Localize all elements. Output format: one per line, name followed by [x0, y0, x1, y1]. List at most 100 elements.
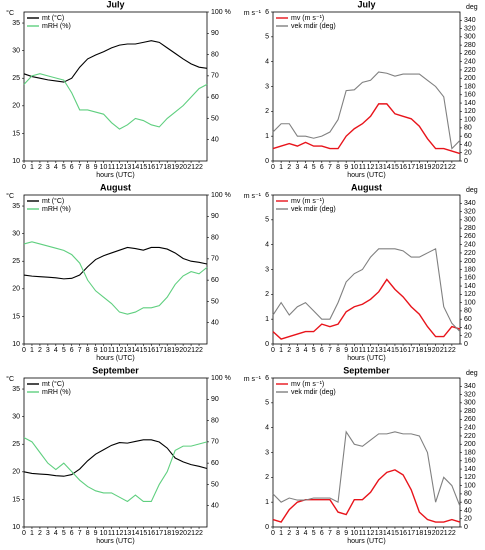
y2-axis-label: deg	[466, 187, 478, 194]
y2-tick-label: 80	[211, 234, 219, 241]
y2-tick-label: 340	[464, 17, 476, 24]
x-tick-label: 2	[287, 164, 291, 171]
x-axis-label: hours (UTC)	[347, 172, 386, 179]
x-tick-label: 0	[22, 530, 26, 537]
y-tick-label: 35	[12, 386, 20, 393]
x-tick-label: 7	[78, 164, 82, 171]
x-tick-label: 17	[407, 530, 415, 537]
x-tick-label: 19	[424, 530, 432, 537]
x-tick-label: 22	[448, 164, 456, 171]
x-tick-label: 2	[287, 347, 291, 354]
y2-tick-label: 60	[464, 499, 472, 506]
y2-tick-label: 40	[211, 320, 219, 327]
x-tick-label: 1	[279, 164, 283, 171]
x-tick-label: 5	[62, 530, 66, 537]
x-tick-label: 22	[195, 164, 203, 171]
x-tick-label: 9	[94, 164, 98, 171]
legend-label: mv (m s⁻¹)	[291, 381, 324, 388]
x-tick-label: 4	[54, 347, 58, 354]
series-line	[272, 247, 461, 332]
x-tick-label: 6	[70, 164, 74, 171]
y-tick-label: 20	[12, 469, 20, 476]
x-tick-label: 19	[424, 164, 432, 171]
x-tick-label: 2	[38, 164, 42, 171]
y-tick-label: 10	[12, 341, 20, 348]
x-tick-label: 13	[124, 164, 132, 171]
y2-tick-label: 220	[464, 250, 476, 257]
x-axis-label: hours (UTC)	[96, 538, 135, 545]
y2-tick-label: 40	[464, 507, 472, 514]
y2-tick-label: 70	[211, 73, 219, 80]
y2-tick-label: 0	[464, 158, 468, 165]
series-line	[23, 246, 208, 280]
x-tick-label: 15	[139, 347, 147, 354]
x-axis-label: hours (UTC)	[347, 538, 386, 545]
x-tick-label: 20	[179, 530, 187, 537]
x-tick-label: 1	[279, 530, 283, 537]
y2-tick-label: 50	[211, 481, 219, 488]
x-tick-label: 1	[30, 530, 34, 537]
y2-tick-label: 220	[464, 67, 476, 74]
x-tick-label: 13	[375, 530, 383, 537]
x-tick-label: 18	[163, 530, 171, 537]
x-tick-label: 8	[86, 347, 90, 354]
x-tick-label: 3	[46, 530, 50, 537]
legend-label: mt (°C)	[42, 14, 64, 22]
x-tick-label: 18	[163, 347, 171, 354]
x-tick-label: 11	[108, 164, 115, 171]
x-tick-label: 8	[86, 530, 90, 537]
x-tick-label: 21	[187, 164, 195, 171]
x-tick-label: 20	[432, 530, 440, 537]
x-tick-label: 7	[328, 164, 332, 171]
x-tick-label: 10	[350, 530, 358, 537]
x-tick-label: 6	[320, 164, 324, 171]
y-tick-label: 4	[265, 59, 269, 66]
plot-frame	[272, 377, 461, 528]
x-axis-label: hours (UTC)	[96, 172, 135, 179]
x-tick-label: 9	[344, 530, 348, 537]
x-tick-label: 4	[54, 164, 58, 171]
y-tick-label: 3	[265, 83, 269, 90]
x-tick-label: 1	[279, 347, 283, 354]
x-tick-label: 21	[440, 530, 448, 537]
y2-tick-label: 200	[464, 258, 476, 265]
plot-frame	[272, 11, 461, 162]
y2-tick-label: 60	[211, 460, 219, 467]
chart-title: September	[343, 365, 390, 375]
y-tick-label: 4	[265, 242, 269, 249]
y-axis-label: m s⁻¹	[244, 376, 262, 383]
x-tick-label: 2	[38, 530, 42, 537]
y2-tick-label: 100 %	[211, 375, 231, 382]
y-tick-label: 2	[265, 474, 269, 481]
x-tick-label: 4	[54, 530, 58, 537]
y2-tick-label: 280	[464, 408, 476, 415]
y-axis-label: °C	[6, 192, 14, 200]
y2-tick-label: 60	[464, 133, 472, 140]
x-tick-label: 12	[116, 347, 124, 354]
x-tick-label: 13	[375, 164, 383, 171]
y2-tick-label: 60	[211, 277, 219, 284]
y2-tick-label: 40	[211, 503, 219, 510]
x-tick-label: 7	[328, 347, 332, 354]
x-tick-label: 20	[179, 164, 187, 171]
y-tick-label: 20	[12, 103, 20, 110]
x-tick-label: 11	[359, 530, 366, 537]
chart-title: August	[351, 182, 382, 192]
y2-tick-label: 280	[464, 42, 476, 49]
y2-tick-label: 60	[464, 316, 472, 323]
x-tick-label: 6	[70, 347, 74, 354]
x-tick-label: 12	[116, 530, 124, 537]
y2-tick-label: 120	[464, 108, 476, 115]
legend-label: mt (°C)	[42, 197, 64, 205]
x-tick-label: 18	[415, 164, 423, 171]
y2-tick-label: 100	[464, 299, 476, 306]
legend-label: mRH (%)	[42, 23, 71, 30]
x-tick-label: 1	[30, 347, 34, 354]
y2-tick-label: 20	[464, 150, 472, 157]
x-tick-label: 19	[171, 164, 179, 171]
